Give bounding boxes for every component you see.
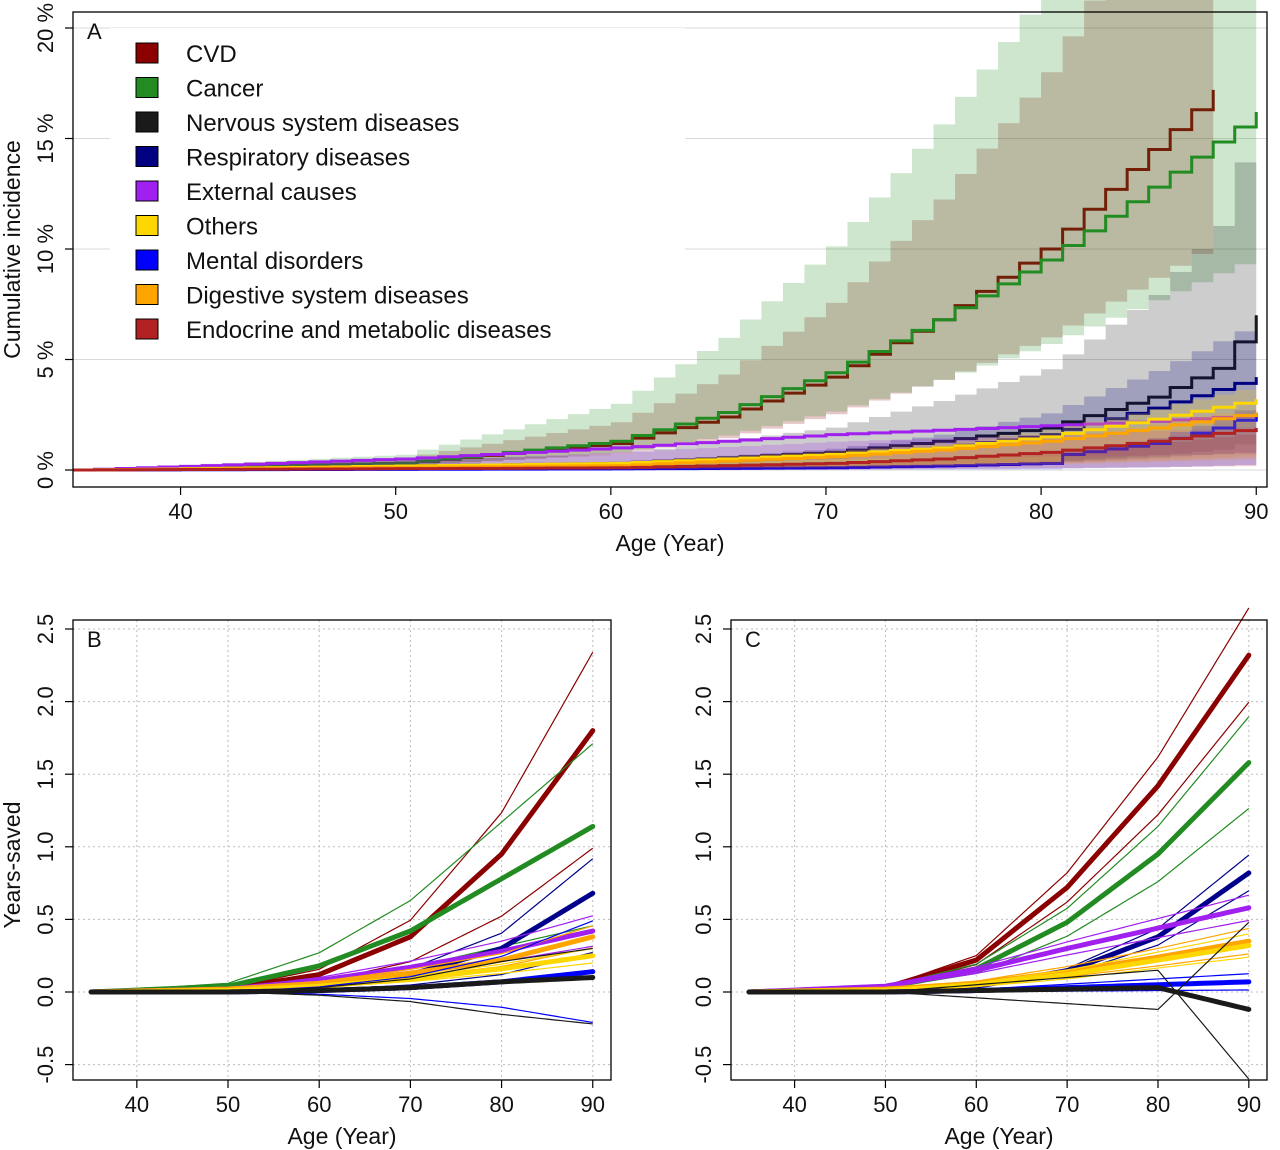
estimate-series-8 — [746, 985, 1252, 1012]
x-axis-label: Age (Year) — [615, 530, 724, 556]
legend-swatch — [135, 318, 159, 340]
panel-A: 40 50 60 70 80 90 0 % 5 % 10 % 15 % 20 % Age (Year)… — [0, 0, 1268, 556]
plot-frame — [730, 619, 1268, 1081]
legend-swatch — [135, 180, 159, 202]
x-tick-label: 80 — [1146, 1092, 1170, 1117]
legend-label: Nervous system diseases — [186, 110, 459, 137]
panel-label: A — [87, 19, 102, 44]
legend-label: Digestive system diseases — [186, 283, 469, 310]
x-tick-label: 70 — [814, 499, 838, 524]
y-tick-label: 2.5 — [691, 614, 716, 645]
series-line-cancer — [73, 111, 1258, 472]
legend-swatch — [135, 111, 159, 133]
panel-label: C — [745, 627, 761, 652]
legend-swatch — [135, 249, 159, 271]
x-tick-label: 90 — [1237, 1092, 1261, 1117]
legend-label: Others — [186, 214, 258, 241]
estimate-series-1 — [746, 652, 1252, 995]
x-axis-label: Age (Year) — [944, 1123, 1053, 1149]
lower-bound-series-8 — [91, 991, 593, 1025]
y-axis-label: Years-saved — [0, 801, 25, 928]
estimate-series-8 — [88, 974, 596, 995]
y-tick-label: 1.0 — [691, 832, 716, 863]
x-tick-label: 50 — [216, 1092, 240, 1117]
x-tick-label: 50 — [383, 499, 407, 524]
y-tick-label: 10 % — [33, 224, 58, 274]
legend-background — [110, 28, 685, 350]
x-tick-label: 60 — [599, 499, 623, 524]
legend-swatch — [135, 146, 159, 167]
panel-C: 40 50 60 70 80 90 -0.5 0.0 0.5 1.0 1.5 2.0 2.5 Age (Y… — [691, 607, 1268, 1149]
legend-swatch — [135, 284, 159, 305]
y-tick-label: -0.5 — [691, 1046, 716, 1084]
x-tick-label: 80 — [489, 1092, 513, 1117]
x-tick-label: 60 — [307, 1092, 331, 1117]
y-tick-label: 0.5 — [33, 904, 58, 935]
legend-label: Mental disorders — [186, 248, 363, 275]
series-line-endocrine-and-metabolic-diseases — [73, 428, 1258, 472]
ci-band-mental-disorders — [73, 401, 1257, 470]
y-tick-label: 1.5 — [33, 759, 58, 790]
series-line-external-causes — [73, 414, 1258, 472]
ci-band-cvd — [73, 0, 1214, 470]
x-tick-label: 90 — [1244, 499, 1268, 524]
legend: CVD Cancer Nervous system diseases Respirat… — [110, 28, 685, 350]
y-tick-label: -0.5 — [33, 1046, 58, 1084]
y-tick-label: 2.0 — [691, 686, 716, 717]
x-tick-label: 70 — [398, 1092, 422, 1117]
legend-swatch — [135, 42, 159, 64]
x-tick-label: 90 — [581, 1092, 605, 1117]
x-tick-label: 70 — [1055, 1092, 1079, 1117]
ci-band-digestive-system-diseases — [73, 406, 1257, 470]
y-tick-label: 2.5 — [33, 614, 58, 645]
x-tick-label: 60 — [964, 1092, 988, 1117]
y-tick-label: 0.0 — [33, 977, 58, 1008]
panel-label: B — [87, 627, 102, 652]
legend-label: CVD — [186, 41, 237, 68]
estimate-series-3 — [746, 870, 1252, 995]
x-axis-label: Age (Year) — [287, 1123, 396, 1149]
legend-label: External causes — [186, 179, 357, 206]
ci-band-respiratory-diseases — [73, 321, 1257, 470]
y-tick-label: 1.0 — [33, 832, 58, 863]
ci-band-nervous-system-diseases — [73, 98, 1257, 470]
upper-bound-series-2 — [749, 716, 1250, 993]
plot-frame — [72, 619, 612, 1081]
ci-band-endocrine-and-metabolic-diseases — [73, 432, 1257, 470]
legend-label: Cancer — [186, 76, 263, 103]
y-tick-label: 0.5 — [691, 904, 716, 935]
y-tick-label: 20 % — [33, 3, 58, 53]
x-tick-label: 40 — [782, 1092, 806, 1117]
estimate-series-1 — [88, 728, 596, 995]
y-axis-label: Cumulative incidence — [0, 140, 25, 359]
x-tick-label: 40 — [125, 1092, 149, 1117]
x-tick-label: 80 — [1029, 499, 1053, 524]
y-tick-label: 15 % — [33, 113, 58, 163]
legend-swatch — [135, 215, 159, 236]
ci-band-cancer — [73, 0, 1257, 470]
y-tick-label: 0.0 — [691, 977, 716, 1008]
panel-B: 40 50 60 70 80 90 -0.5 0.0 0.5 1.0 1.5 2.0 2.5 Age (Y… — [0, 614, 612, 1149]
y-tick-label: 2.0 — [33, 686, 58, 717]
legend-swatch — [135, 77, 159, 98]
legend-label: Endocrine and metabolic diseases — [186, 317, 552, 344]
x-tick-label: 50 — [873, 1092, 897, 1117]
y-tick-label: 5 % — [33, 341, 58, 379]
legend-label: Respiratory diseases — [186, 145, 410, 172]
y-tick-label: 1.5 — [691, 759, 716, 790]
x-tick-label: 40 — [168, 499, 192, 524]
y-tick-label: 0 % — [33, 451, 58, 489]
